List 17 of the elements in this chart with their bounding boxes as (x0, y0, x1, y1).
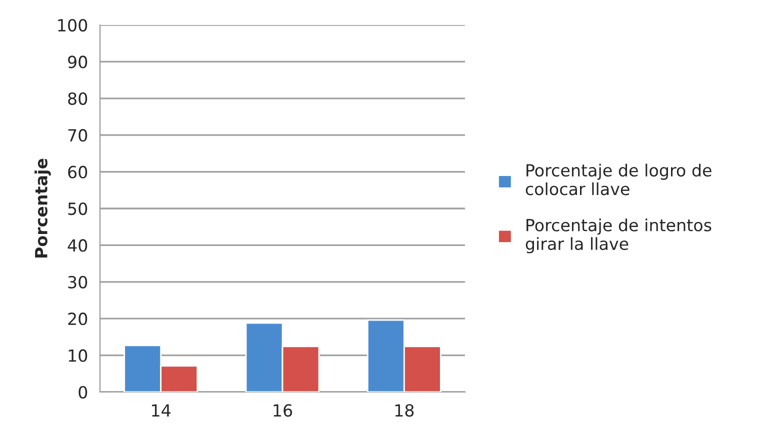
x-tick-label: 18 (395, 404, 414, 417)
y-tick-label: 10 (68, 349, 88, 362)
y-tick-label: 70 (68, 129, 88, 142)
y-tick-label: 50 (68, 202, 88, 216)
y-tick-label: 90 (68, 56, 88, 68)
y-tick-label: 80 (68, 92, 88, 105)
legend-label: Porcentaje de logro de colocar llave (526, 164, 712, 196)
y-tick-label: 0 (78, 386, 88, 399)
y-tick-label: 40 (68, 239, 88, 252)
y-tick-label: 30 (68, 276, 88, 288)
legend-label: Porcentaje de intentos girar la llave (526, 218, 712, 254)
x-tick-label: 16 (274, 404, 292, 417)
x-tick-label: 14 (152, 404, 170, 416)
y-axis-title: Porcentaje (34, 158, 51, 258)
y-tick-label: 20 (68, 312, 88, 326)
y-tick-label: 60 (68, 166, 88, 178)
y-tick-label: 100 (58, 18, 88, 32)
